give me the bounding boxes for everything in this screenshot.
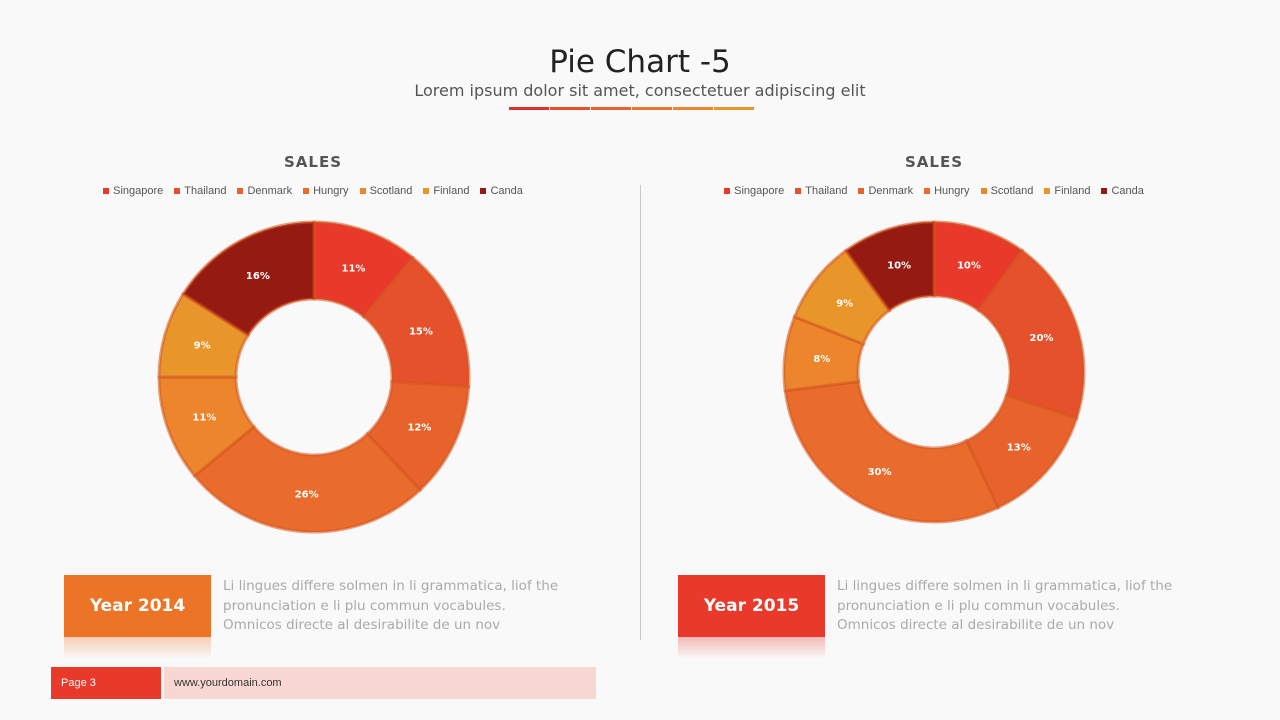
legend-item: Thailand — [795, 185, 847, 197]
legend-label: Canda — [1111, 185, 1144, 197]
legend-swatch — [303, 188, 310, 194]
slice-data-label: 11% — [341, 263, 365, 274]
slice-data-label: 16% — [246, 271, 270, 282]
donut-slice-thailand — [361, 255, 471, 389]
legend-item: Hungry — [924, 185, 970, 197]
legend-item: Thailand — [174, 185, 226, 197]
chart-title: SALES — [283, 153, 343, 171]
footer-url-link[interactable]: www.yourdomain.com — [164, 667, 596, 699]
legend-item: Finland — [423, 185, 469, 197]
page-subtitle: Lorem ipsum dolor sit amet, consectetuer… — [414, 81, 866, 100]
slice-data-label: 9% — [194, 340, 211, 351]
legend-item: Hungry — [303, 185, 349, 197]
legend-swatch — [423, 188, 430, 194]
chart-legend: Singapore Thailand Denmark Hungry Scotland Fi… — [33, 185, 593, 197]
legend-swatch — [1044, 188, 1051, 194]
donut-chart: 11% 15% 12% 26% 11% 9% 16% — [157, 220, 471, 534]
legend-label: Scotland — [990, 185, 1034, 197]
year-badge-reflection — [678, 637, 825, 659]
legend-swatch — [237, 188, 244, 194]
legend-swatch — [980, 188, 987, 194]
legend-item: Canda — [1101, 185, 1144, 197]
legend-label: Denmark — [247, 185, 293, 197]
accent-line-segment — [632, 107, 672, 110]
page-number: Page 3 — [51, 667, 161, 699]
donut-chart: 10% 20% 13% 30% 8% 9% 10% — [782, 220, 1086, 524]
legend-label: Denmark — [868, 185, 914, 197]
legend-label: Thailand — [184, 185, 227, 197]
slice-data-label: 26% — [295, 489, 319, 500]
legend-label: Thailand — [805, 185, 848, 197]
donut-slice-hungry — [783, 379, 1000, 524]
sales-chart-2015: SALES Singapore Thailand Denmark Hungry Scot… — [654, 148, 1214, 568]
legend-item: Denmark — [237, 185, 292, 197]
slice-data-label: 12% — [407, 423, 431, 434]
chart-title: SALES — [904, 153, 964, 171]
donut-slice-hungry — [192, 424, 423, 534]
description-2015: Li lingues differe solmen in li grammati… — [837, 578, 1173, 633]
slice-data-label: 8% — [813, 354, 830, 365]
legend-swatch — [174, 188, 181, 194]
legend-swatch — [724, 188, 731, 194]
slice-data-label: 9% — [836, 299, 853, 310]
donut-slice-canda — [843, 220, 936, 313]
legend-swatch — [858, 188, 865, 194]
legend-swatch — [480, 188, 487, 194]
chart-legend: Singapore Thailand Denmark Hungry Scotland Fi… — [654, 185, 1214, 197]
legend-item: Singapore — [724, 185, 784, 197]
accent-line-segment — [591, 107, 631, 110]
accent-line — [509, 107, 755, 110]
legend-swatch — [1101, 188, 1108, 194]
slice-data-label: 10% — [957, 261, 981, 272]
slice-data-label: 15% — [409, 327, 433, 338]
legend-label: Hungry — [313, 185, 349, 197]
legend-label: Singapore — [113, 185, 164, 197]
legend-swatch — [359, 188, 366, 194]
year-2014-badge: Year 2014 — [64, 575, 211, 637]
legend-item: Canda — [480, 185, 523, 197]
accent-line-segment — [714, 107, 754, 110]
legend-label: Hungry — [934, 185, 970, 197]
legend-item: Scotland — [359, 185, 413, 197]
legend-swatch — [795, 188, 802, 194]
legend-label: Canda — [490, 185, 523, 197]
legend-item: Finland — [1044, 185, 1090, 197]
year-2015-badge: Year 2015 — [678, 575, 825, 637]
page-title: Pie Chart -5 — [549, 44, 731, 80]
sales-chart-2014: SALES Singapore Thailand Denmark Hungry Scot… — [33, 148, 593, 568]
legend-swatch — [924, 188, 931, 194]
year-badge-reflection — [64, 637, 211, 659]
slice-data-label: 13% — [1007, 443, 1031, 454]
legend-item: Scotland — [980, 185, 1034, 197]
slice-data-label: 20% — [1030, 333, 1054, 344]
legend-label: Singapore — [734, 185, 785, 197]
description-2014: Li lingues differe solmen in li grammati… — [223, 578, 559, 633]
center-divider — [640, 185, 641, 640]
legend-label: Scotland — [369, 185, 413, 197]
legend-label: Finland — [433, 185, 470, 197]
accent-line-segment — [673, 107, 713, 110]
legend-item: Singapore — [103, 185, 163, 197]
slice-data-label: 30% — [868, 467, 892, 478]
legend-swatch — [103, 188, 110, 194]
legend-item: Denmark — [858, 185, 913, 197]
slice-data-label: 10% — [887, 261, 911, 272]
accent-line-segment — [550, 107, 590, 110]
slice-data-label: 11% — [192, 412, 216, 423]
accent-line-segment — [509, 107, 549, 110]
donut-slice-canda — [181, 220, 316, 338]
legend-label: Finland — [1054, 185, 1091, 197]
donut-slice-thailand — [976, 248, 1086, 421]
